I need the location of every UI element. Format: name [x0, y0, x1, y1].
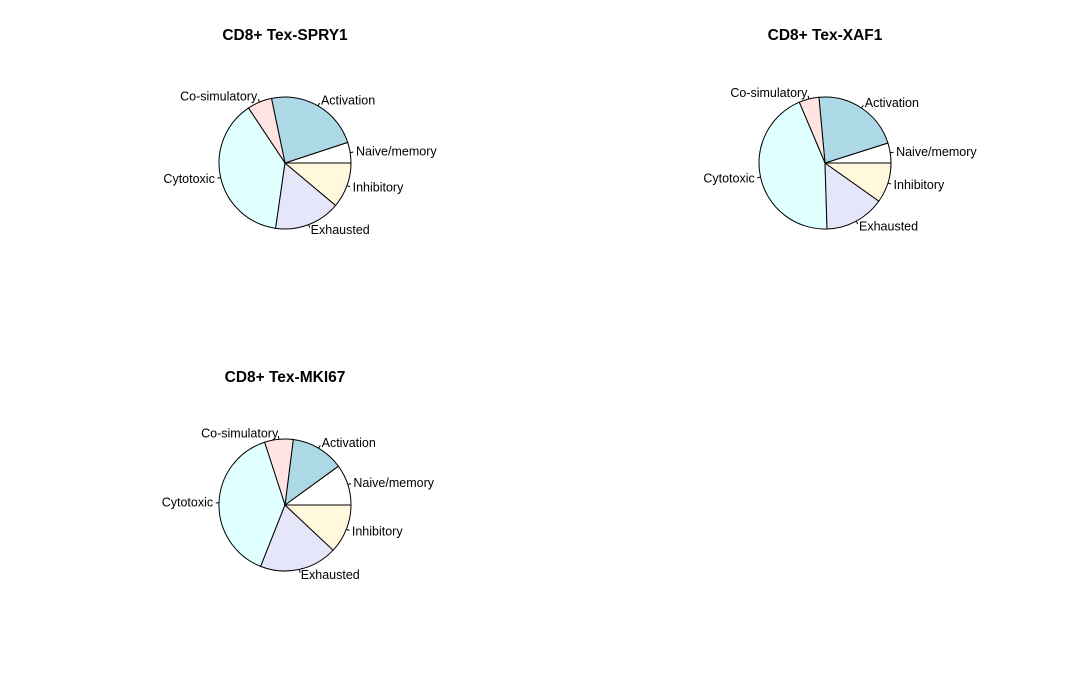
slice-label-co-simulatory: Co-simulatory [201, 426, 279, 440]
slice-label-cytotoxic: Cytotoxic [163, 172, 214, 186]
pie-slice-activation [818, 96, 889, 164]
label-leader-line [887, 182, 892, 185]
pie-slice-activation [270, 96, 349, 164]
label-leader-line [861, 104, 864, 109]
slice-label-exhausted: Exhausted [859, 219, 918, 233]
slice-label-exhausted: Exhausted [311, 223, 370, 237]
slice-label-cytotoxic: Cytotoxic [703, 171, 754, 185]
chart-title: CD8+ Tex-SPRY1 [222, 27, 348, 44]
label-leader-line [855, 220, 859, 225]
pie-chart-tex-spry1: CD8+ Tex-SPRY1 Naive/memory Activation Co-… [163, 27, 437, 237]
slice-label-inhibitory: Inhibitory [353, 181, 404, 195]
label-leader-line [346, 528, 350, 531]
pie-chart-tex-xaf1: CD8+ Tex-XAF1 Naive/memory Activation Co-s… [703, 27, 977, 233]
slice-label-co-simulatory: Co-simulatory [180, 90, 258, 104]
label-leader-line [350, 151, 354, 154]
slice-label-exhausted: Exhausted [301, 568, 360, 582]
slice-label-inhibitory: Inhibitory [894, 178, 945, 192]
pie-slice-exhausted [824, 162, 880, 230]
label-leader-line [298, 569, 301, 573]
slice-label-co-simulatory: Co-simulatory [730, 86, 808, 100]
slice-label-inhibitory: Inhibitory [352, 524, 403, 538]
chart-title: CD8+ Tex-MKI67 [225, 369, 346, 386]
slice-label-activation: Activation [321, 94, 375, 108]
label-leader-line [347, 483, 352, 486]
pie-slice-inhibitory [283, 162, 352, 207]
label-leader-line [318, 445, 321, 449]
slice-label-naive-memory: Naive/memory [353, 476, 434, 490]
slice-label-cytotoxic: Cytotoxic [162, 496, 213, 510]
label-leader-line [308, 224, 311, 228]
slice-label-activation: Activation [865, 96, 919, 110]
pie-slice-inhibitory [283, 504, 352, 551]
label-leader-line [757, 176, 761, 179]
label-leader-line [317, 102, 321, 107]
pie-chart-tex-mki67: CD8+ Tex-MKI67 Naive/memory Activation Co-… [162, 369, 435, 582]
label-leader-line [217, 177, 221, 179]
slice-label-naive-memory: Naive/memory [356, 145, 437, 159]
slice-label-activation: Activation [322, 436, 376, 450]
pie-slice-inhibitory [823, 162, 892, 202]
slice-label-naive-memory: Naive/memory [896, 145, 977, 159]
label-leader-line [346, 185, 351, 188]
label-leader-line [890, 151, 894, 154]
chart-title: CD8+ Tex-XAF1 [768, 27, 883, 44]
label-leader-line [257, 98, 260, 103]
label-leader-line [807, 95, 810, 100]
